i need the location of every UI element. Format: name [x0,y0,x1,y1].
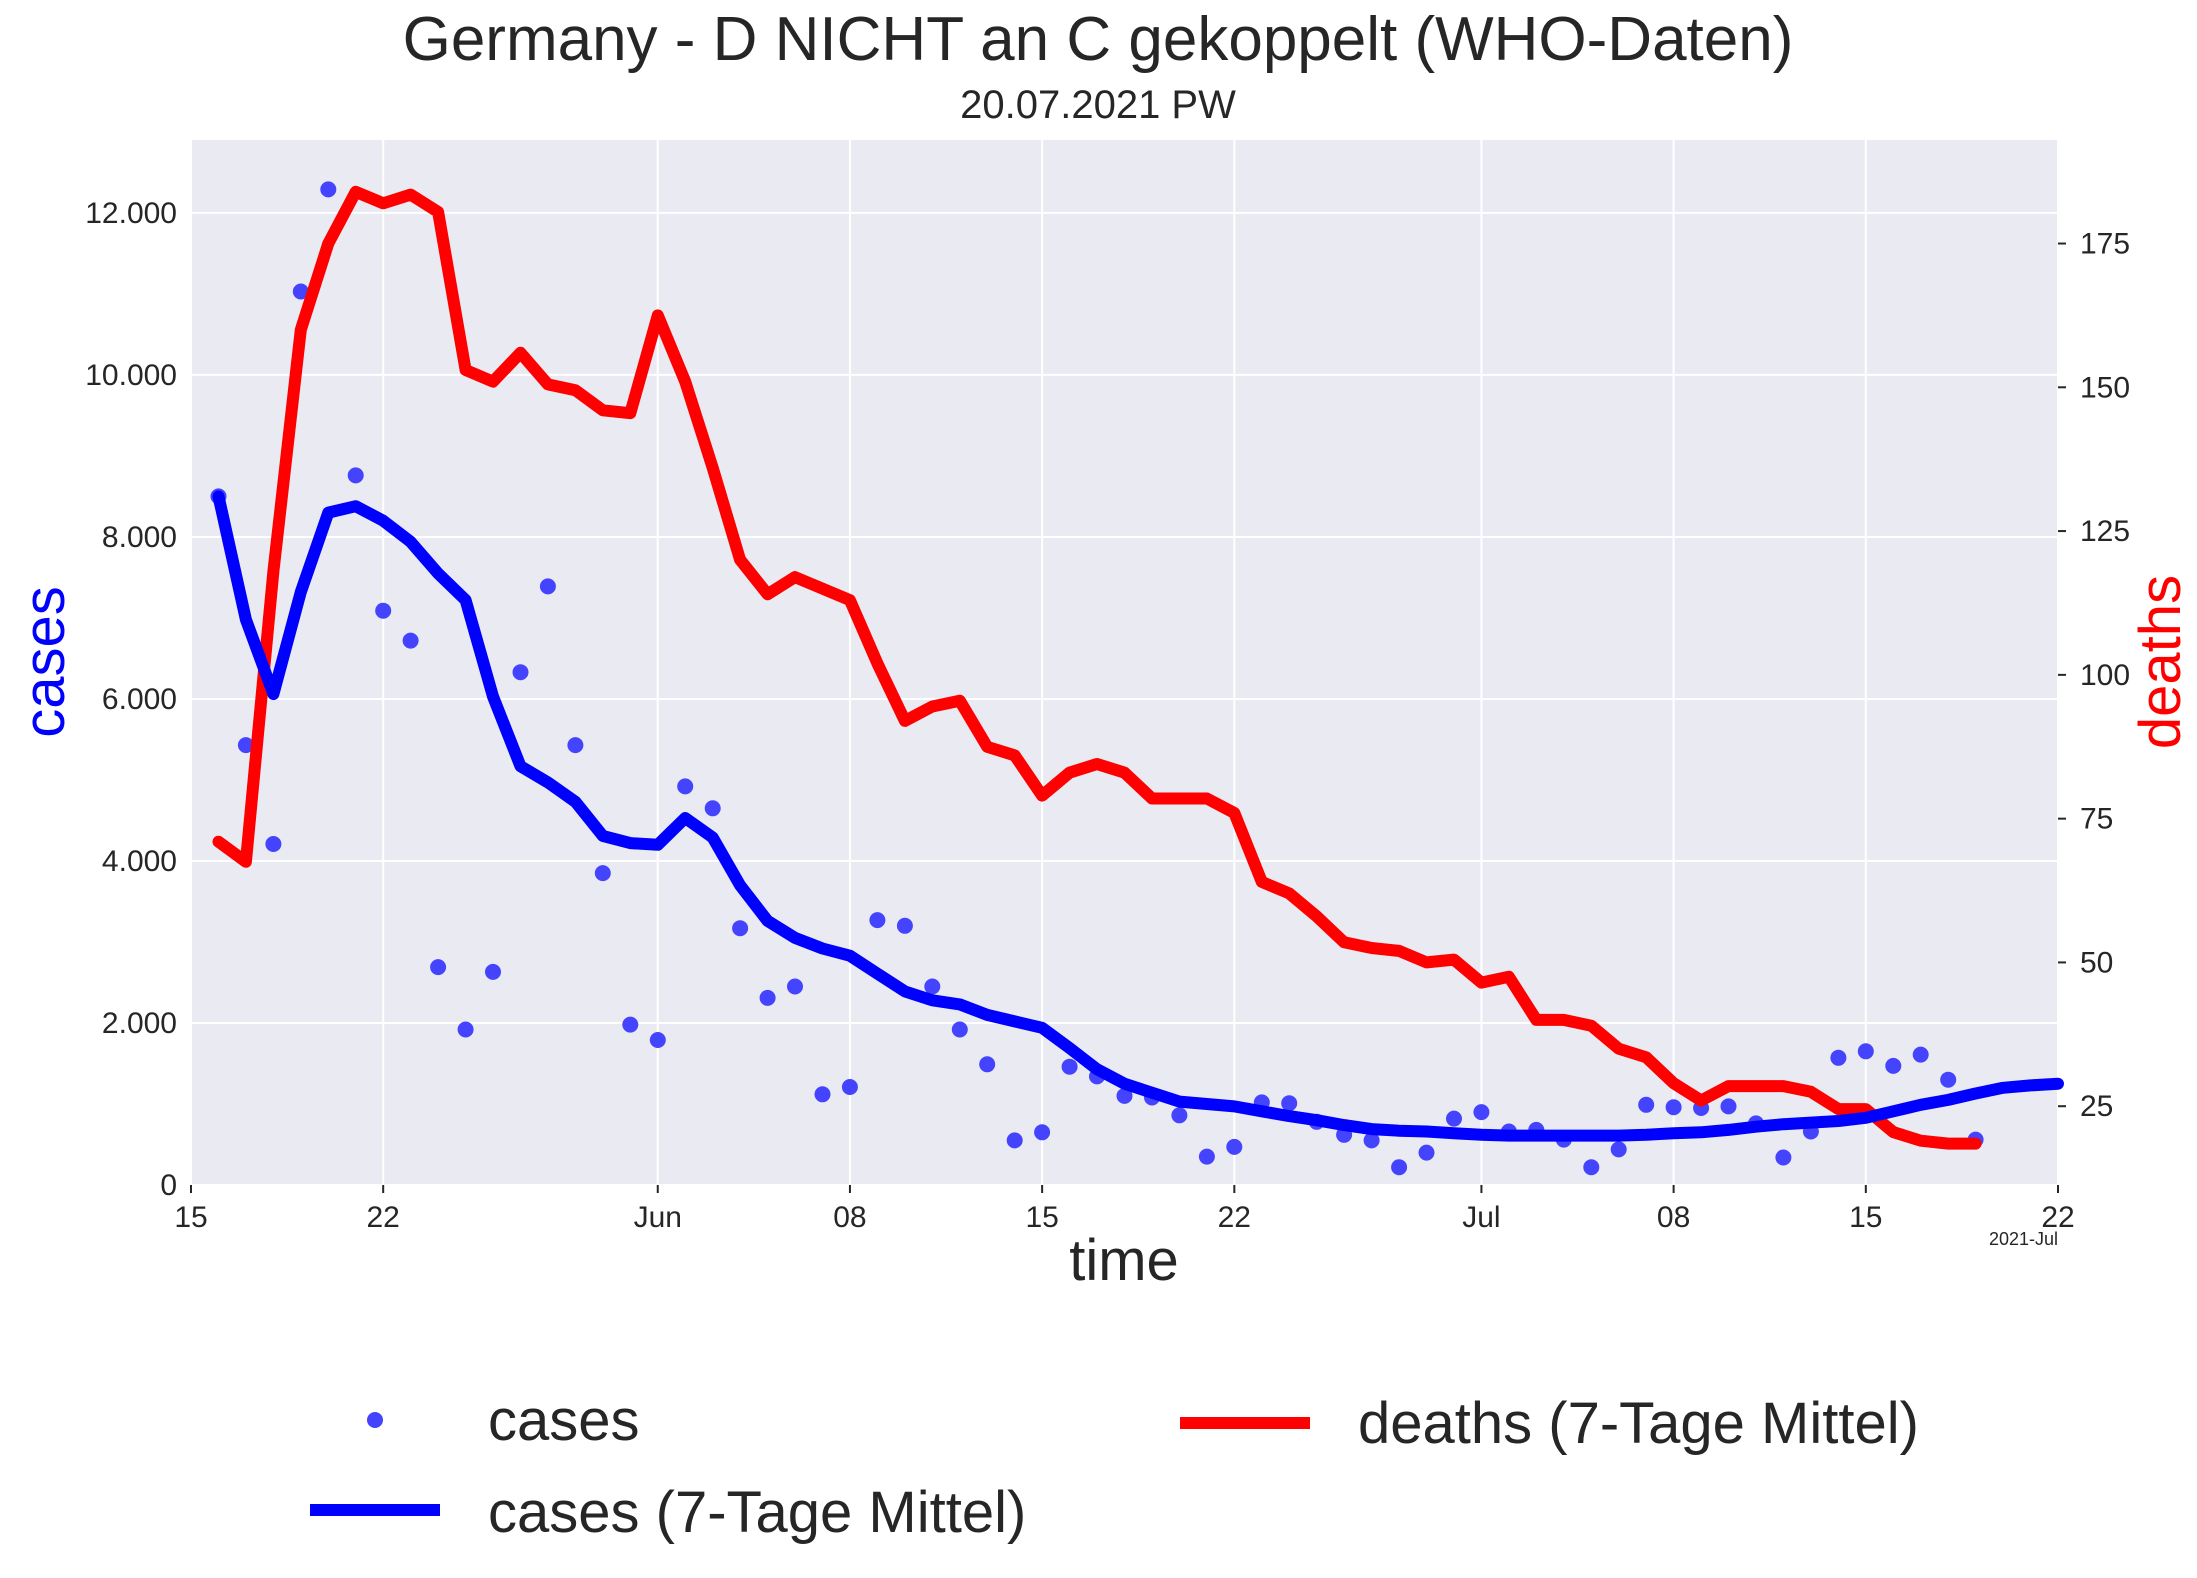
cases-point [1720,1098,1737,1115]
y-right-tick-label: 75 [2080,803,2113,836]
chart-title: Germany - D NICHT an C gekoppelt (WHO-Da… [403,5,1794,74]
y-right-tick-label: 150 [2080,371,2130,404]
cases-point [1610,1141,1627,1158]
cases-point [567,737,584,754]
cases-point [539,578,556,595]
cases-point [1583,1159,1600,1176]
cases-point [1912,1046,1929,1063]
cases-point [320,181,337,198]
cases-point [1061,1058,1078,1075]
y-left-tick-label: 10.000 [85,359,177,392]
cases-point [979,1056,996,1073]
cases-point [1034,1124,1051,1141]
series-line-deaths-avg [212,185,1982,1150]
legend-marker-cases [367,1412,383,1428]
series-layer [210,181,2064,1176]
y-left-tick-label: 0 [160,1169,177,1202]
cases-point [1775,1149,1792,1166]
x-tick-label: 15 [1849,1201,1882,1234]
cases-point [1363,1132,1380,1149]
cases-point [732,920,749,937]
legend: cases cases (7-Tage Mittel) deaths (7-Ta… [310,1388,1919,1545]
y-axis-left-label: cases [12,586,77,738]
cases-point [1198,1148,1215,1165]
cases-point [512,664,529,681]
cases-point [787,978,803,995]
cases-point [1940,1071,1957,1088]
cases-point [622,1016,639,1033]
y-axis-right-label: deaths [2128,575,2193,749]
plot-area [191,140,2058,1185]
cases-point [759,989,776,1006]
cases-point [869,912,886,929]
cases-point [896,917,913,934]
x-tick-label: 22 [1218,1201,1251,1234]
y-right-tick-label: 125 [2080,515,2130,548]
cases-point [1281,1095,1298,1112]
y-right-tick-label: 50 [2080,946,2113,979]
x-tick-label: 22 [2041,1201,2074,1234]
legend-label-deaths-avg: deaths (7-Tage Mittel) [1358,1391,1919,1456]
cases-point [677,778,694,795]
cases-point [1006,1132,1023,1149]
cases-point [347,467,364,484]
y-right-tick-label: 175 [2080,228,2130,261]
legend-label-cases-avg: cases (7-Tage Mittel) [488,1480,1026,1545]
cases-point [1473,1104,1490,1121]
x-tick-label: Jul [1462,1201,1500,1234]
x-tick-label: 15 [1025,1201,1058,1234]
x-axis-ticks: 15 22 Jun 08 15 22 Jul 08 15 22 [174,1185,2075,1234]
y-left-tick-label: 6.000 [102,683,177,716]
cases-point [1171,1107,1188,1124]
cases-point [402,632,419,649]
y-axis-right-ticks: 25 50 75 100 125 150 175 [2058,228,2130,1123]
cases-point [924,978,941,995]
x-tick-label: 15 [174,1201,207,1234]
y-left-tick-label: 2.000 [102,1007,177,1040]
cases-point [292,283,309,300]
chart-subtitle: 20.07.2021 PW [960,83,1236,127]
cases-point [1446,1110,1462,1127]
cases-point [649,1032,666,1048]
cases-point [1885,1057,1902,1074]
cases-point [594,865,611,882]
cases-point [1116,1087,1133,1104]
cases-point [430,959,447,976]
cases-point [1418,1144,1435,1161]
cases-point [841,1079,858,1095]
x-axis-year-note: 2021-Jul [1989,1229,2058,1249]
cases-point [1665,1099,1682,1116]
x-tick-label: 08 [1657,1201,1690,1234]
cases-point [1226,1138,1243,1155]
x-tick-label: Jun [634,1201,682,1234]
cases-point [1830,1049,1847,1066]
cases-point [1391,1159,1408,1176]
cases-point [237,737,254,754]
y-left-tick-label: 8.000 [102,521,177,554]
x-tick-label: 08 [833,1201,866,1234]
cases-point [814,1086,831,1103]
y-right-tick-label: 100 [2080,659,2130,692]
cases-point [375,602,392,619]
cases-point [704,800,721,817]
cases-point [1857,1043,1874,1060]
cases-point [951,1021,968,1038]
x-axis-label: time [1069,1228,1179,1293]
cases-point [457,1021,474,1038]
legend-label-cases: cases [488,1388,640,1453]
cases-point [265,836,282,852]
x-tick-label: 22 [367,1201,400,1234]
y-left-tick-label: 12.000 [85,197,177,230]
cases-point [1638,1096,1655,1113]
y-axis-left-ticks: 0 2.000 4.000 6.000 8.000 10.000 12.000 [85,197,177,1202]
y-right-tick-label: 25 [2080,1090,2113,1123]
series-line-cases-avg [212,490,2064,1142]
cases-point [485,963,501,980]
y-left-tick-label: 4.000 [102,845,177,878]
